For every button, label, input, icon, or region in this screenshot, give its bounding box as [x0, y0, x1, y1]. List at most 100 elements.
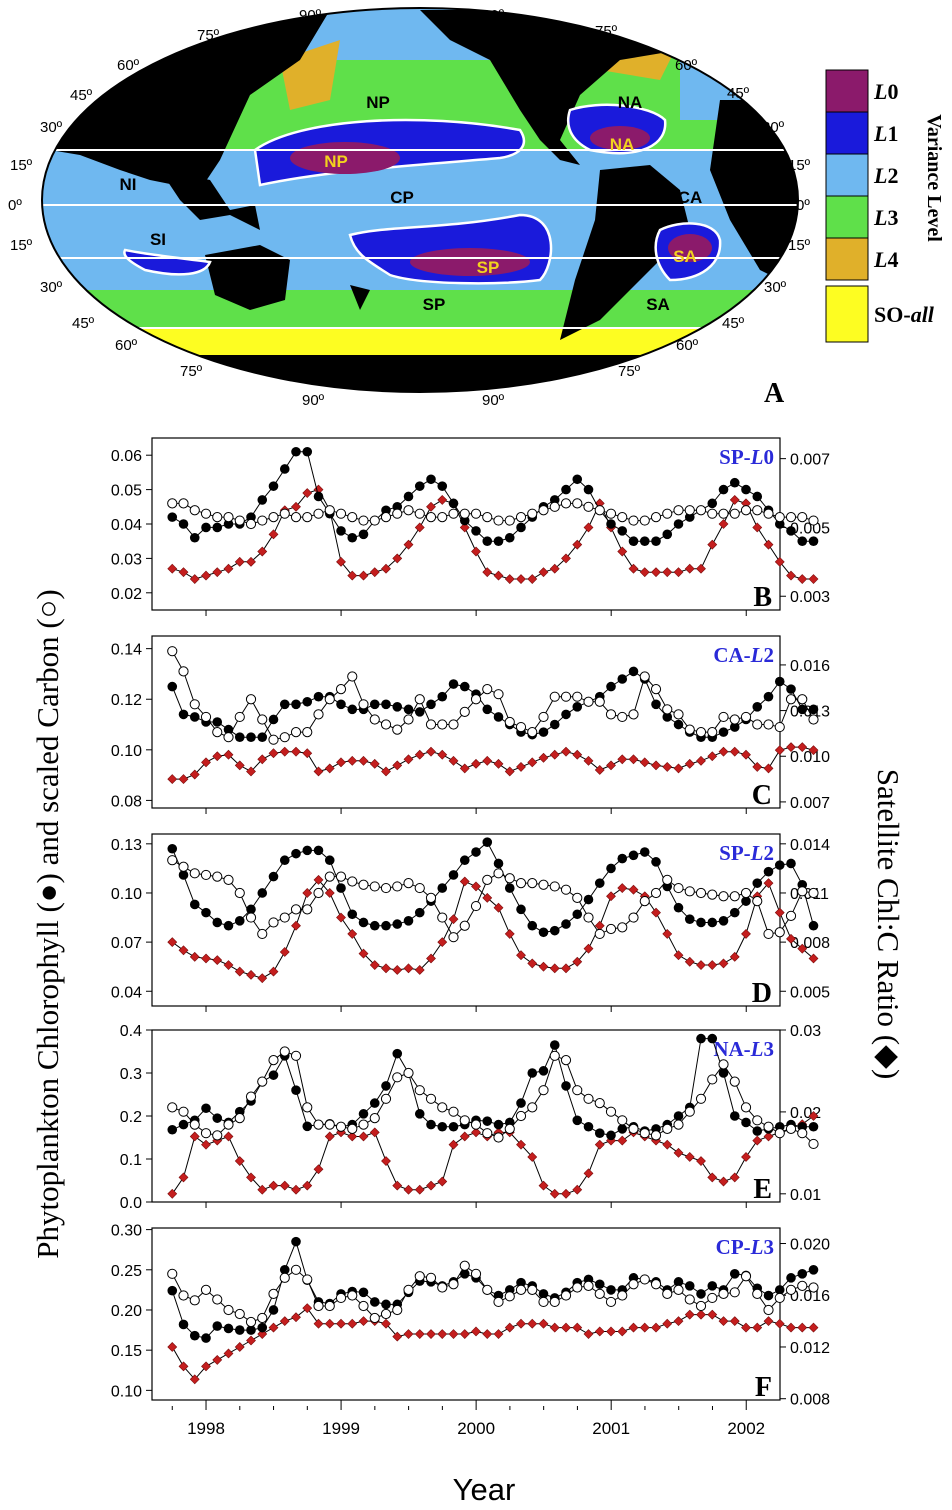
carbon-marker: [718, 508, 729, 519]
ratio-diamond-marker: [257, 546, 268, 557]
carbon-marker: [290, 727, 302, 738]
ratio-diamond-marker: [482, 567, 493, 578]
series-line-filled-circle: [171, 841, 814, 933]
ratio-diamond-marker: [189, 951, 200, 962]
ratio-diamond-marker: [572, 749, 583, 760]
carbon-marker: [527, 878, 538, 889]
carbon-marker: [594, 1288, 605, 1300]
ratio-diamond-marker: [707, 751, 718, 762]
chlorophyll-marker: [583, 894, 594, 905]
ratio-diamond-marker: [212, 1354, 223, 1365]
carbon-marker: [302, 904, 313, 915]
ratio-diamond-marker: [572, 1322, 583, 1333]
ratio-diamond-marker: [358, 1131, 369, 1142]
carbon-marker: [628, 709, 639, 720]
y2-tick-label: 0.008: [790, 1392, 830, 1409]
ratio-diamond-marker: [268, 529, 279, 540]
chlorophyll-marker: [808, 1264, 819, 1275]
carbon-marker: [684, 1106, 695, 1117]
chlorophyll-marker: [786, 684, 796, 694]
chlorophyll-marker: [482, 837, 493, 847]
ratio-diamond-marker: [482, 1329, 493, 1339]
carbon-marker: [740, 1271, 752, 1282]
chlorophyll-marker: [797, 704, 808, 715]
carbon-marker: [279, 912, 290, 923]
carbon-marker: [358, 879, 369, 890]
legend-label: L3: [873, 205, 898, 230]
ratio-diamond-marker: [268, 748, 279, 759]
y-tick-label: 0.03: [111, 551, 142, 568]
carbon-marker: [515, 512, 527, 523]
ratio-diamond-marker: [583, 1168, 594, 1179]
ratio-diamond-marker: [392, 553, 403, 564]
ratio-diamond-marker: [313, 1318, 324, 1329]
ratio-diamond-marker: [707, 1309, 718, 1320]
ratio-diamond-marker: [347, 755, 358, 766]
ratio-diamond-marker: [178, 945, 189, 956]
ratio-diamond-marker: [516, 574, 526, 584]
x-axis: 1998 1999 2000 2001 2002: [171, 1406, 765, 1438]
chlorophyll-marker: [234, 916, 245, 926]
carbon-marker: [684, 886, 695, 897]
ratio-diamond-marker: [167, 937, 178, 948]
carbon-marker: [797, 694, 808, 705]
carbon-marker: [425, 1272, 437, 1283]
chlorophyll-marker: [324, 855, 335, 866]
chlorophyll-marker: [482, 536, 493, 546]
chlorophyll-marker: [358, 1109, 369, 1119]
carbon-marker: [335, 1292, 347, 1304]
carbon-marker: [403, 1067, 414, 1079]
carbon-marker: [515, 878, 527, 889]
carbon-marker: [335, 871, 347, 882]
ratio-diamond-marker: [448, 914, 459, 925]
carbon-marker: [459, 508, 470, 519]
carbon-marker: [774, 927, 785, 938]
ratio-diamond-marker: [774, 907, 785, 918]
chlorophyll-marker: [651, 699, 661, 710]
lat-label-left: 90º: [302, 392, 325, 409]
chlorophyll-marker: [302, 696, 313, 707]
ratio-diamond-marker: [797, 1322, 808, 1333]
carbon-marker: [223, 732, 234, 743]
carbon-marker: [279, 732, 290, 743]
chlorophyll-marker: [414, 1109, 425, 1119]
core-label-np: NP: [324, 152, 348, 171]
x-tick-label: 2002: [727, 1419, 765, 1438]
ratio-diamond-marker: [628, 754, 639, 765]
ratio-diamond-marker: [414, 1329, 425, 1339]
ratio-diamond-marker: [786, 742, 796, 753]
ratio-diamond-marker: [797, 943, 808, 954]
ratio-diamond-marker: [471, 758, 481, 769]
chlorophyll-marker: [504, 532, 515, 543]
chlorophyll-marker: [673, 1111, 684, 1121]
land-south-america: [560, 165, 690, 340]
carbon-marker: [572, 691, 583, 702]
lat-label-left: 60º: [117, 57, 140, 74]
ratio-diamond-marker: [414, 749, 425, 760]
carbon-marker: [470, 900, 482, 912]
carbon-marker: [583, 912, 594, 923]
carbon-marker: [729, 508, 740, 519]
ratio-diamond-marker: [471, 881, 481, 892]
ratio-diamond-marker: [459, 1131, 470, 1142]
chlorophyll-marker: [527, 1068, 538, 1078]
carbon-marker: [583, 1280, 594, 1291]
ratio-diamond-marker: [606, 760, 616, 771]
chlorophyll-marker: [167, 681, 178, 692]
carbon-marker: [414, 1085, 425, 1096]
ratio-diamond-marker: [516, 950, 526, 961]
chlorophyll-marker: [651, 857, 661, 867]
ratio-diamond-marker: [493, 1329, 504, 1339]
carbon-marker: [403, 714, 414, 725]
carbon-marker: [797, 1128, 808, 1139]
chlorophyll-marker: [313, 691, 324, 702]
ratio-diamond-marker: [437, 937, 448, 948]
carbon-marker: [808, 515, 819, 526]
x-tick-label: 1999: [322, 1419, 360, 1438]
chlorophyll-marker: [482, 704, 493, 715]
carbon-marker: [594, 696, 605, 707]
ratio-diamond-marker: [707, 1172, 718, 1183]
carbon-marker: [639, 1128, 650, 1139]
chlorophyll-marker: [482, 1116, 493, 1126]
carbon-marker: [347, 876, 358, 887]
